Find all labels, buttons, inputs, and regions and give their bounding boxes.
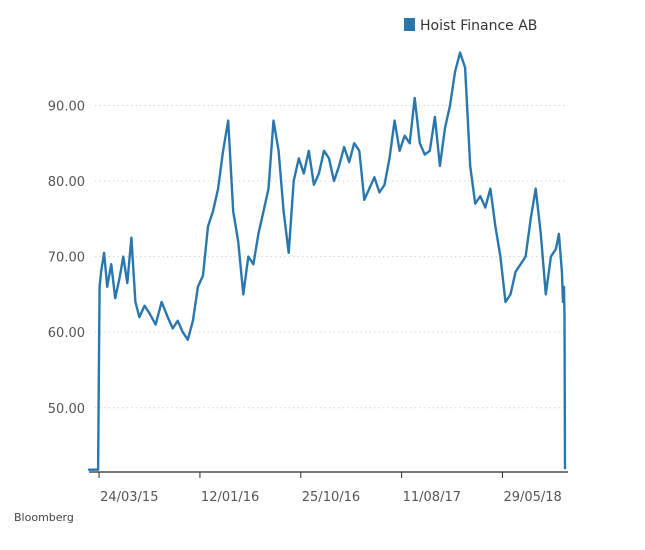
y-tick-label: 60.00	[48, 326, 85, 341]
y-tick-label: 90.00	[48, 99, 85, 114]
y-tick-label: 70.00	[48, 251, 85, 266]
series-layer	[87, 51, 567, 471]
x-axis-tick-labels: 24/03/15 12/01/16 25/10/16 11/08/17 29/05/18	[100, 490, 562, 505]
x-tick-label: 12/01/16	[201, 490, 259, 505]
y-axis-tick-labels: 50.00 60.00 70.00 80.00 90.00	[48, 99, 85, 416]
grid-lines	[95, 104, 568, 409]
legend-swatch	[404, 18, 415, 31]
source-label: Bloomberg	[14, 511, 74, 524]
legend-label: Hoist Finance AB	[420, 18, 537, 34]
y-tick-label: 50.00	[48, 402, 85, 417]
x-axis-ticks	[98, 472, 503, 478]
series-line-hoist-finance-ab	[87, 51, 567, 471]
y-tick-label: 80.00	[48, 175, 85, 190]
legend: Hoist Finance AB	[404, 18, 537, 34]
x-tick-label: 11/08/17	[403, 490, 461, 505]
x-tick-label: 24/03/15	[100, 490, 158, 505]
x-tick-label: 29/05/18	[503, 490, 561, 505]
x-tick-label: 25/10/16	[302, 490, 360, 505]
